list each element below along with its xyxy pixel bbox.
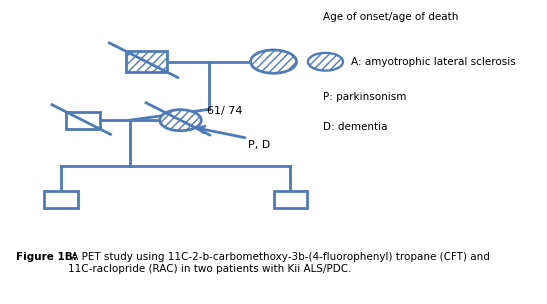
Text: 61/ 74: 61/ 74 [207,106,242,116]
Bar [126,51,167,72]
Text: D: dementia: D: dementia [323,123,387,133]
Bar [274,191,307,208]
Bar [66,112,100,129]
Text: Age of onset/age of death: Age of onset/age of death [323,12,458,22]
Text: A: amyotrophic lateral sclerosis: A: amyotrophic lateral sclerosis [351,57,516,67]
Text: P: parkinsonism: P: parkinsonism [323,92,406,102]
Ellipse shape [160,110,201,131]
Ellipse shape [308,53,343,71]
Text: P, D: P, D [248,140,270,150]
Ellipse shape [251,50,296,73]
Bar [126,51,167,72]
Text: A PET study using 11C-2-b-carbomethoxy-3b-(4-fluorophenyl) tropane (CFT) and 11C: A PET study using 11C-2-b-carbomethoxy-3… [68,252,490,274]
Text: Figure 1B:: Figure 1B: [16,252,77,262]
Bar [44,191,78,208]
